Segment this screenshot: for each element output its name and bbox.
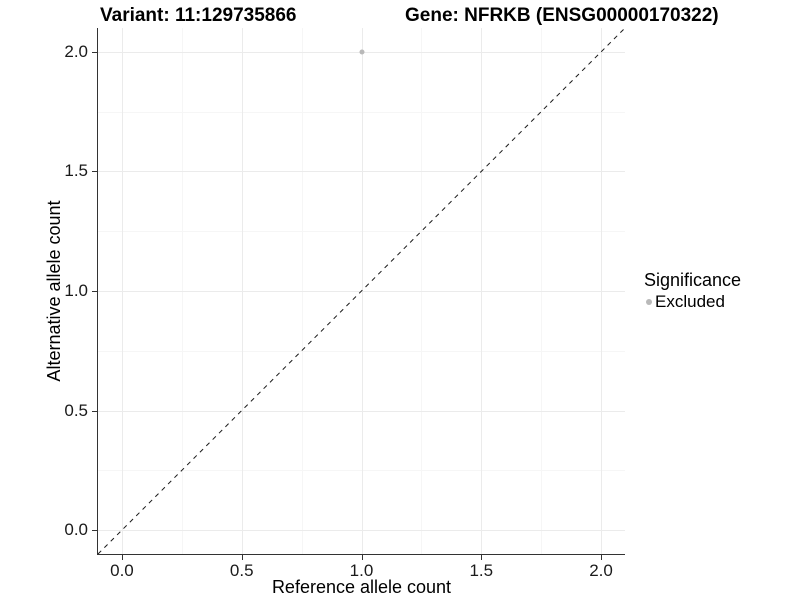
x-tick-mark — [241, 555, 243, 560]
y-tick-mark — [92, 291, 97, 292]
plot-title-gene: Gene: NFRKB (ENSG00000170322) — [405, 5, 719, 26]
y-tick-label: 1.0 — [64, 281, 88, 300]
y-tick-label: 0.5 — [64, 400, 88, 420]
x-tick-mark — [601, 555, 603, 560]
y-tick-mark — [92, 410, 97, 412]
identity-dashed-line — [98, 28, 625, 554]
x-axis-title: Reference allele count — [271, 577, 452, 597]
x-tick-label: 1.0 — [349, 561, 374, 580]
x-tick-label: 0.0 — [110, 561, 134, 580]
y-tick-label: 1.5 — [64, 161, 88, 181]
legend-entries: Excluded — [644, 292, 741, 311]
y-major-gridline — [98, 410, 625, 412]
legend-entry-label: Excluded — [655, 291, 725, 311]
y-major-gridline — [98, 530, 625, 532]
identity-line-layer — [98, 28, 625, 554]
y-tick-mark — [92, 171, 97, 173]
legend-entry: Excluded — [644, 292, 741, 311]
x-tick-mark — [121, 555, 123, 560]
y-major-gridline — [98, 171, 625, 173]
y-tick-mark — [92, 51, 97, 53]
x-tick-mark — [481, 555, 483, 560]
x-tick-mark — [361, 555, 363, 560]
legend-title: Significance — [644, 270, 742, 290]
legend-significance: Significance Excluded — [644, 269, 741, 311]
y-tick-label: 0.0 — [64, 520, 88, 540]
plot-panel — [97, 28, 625, 555]
legend-marker-circle-icon — [646, 298, 652, 305]
x-tick-label: 2.0 — [589, 561, 613, 580]
y-tick-label: 2.0 — [64, 41, 88, 61]
x-tick-label: 0.5 — [229, 561, 254, 580]
x-tick-label: 1.5 — [469, 561, 494, 580]
data-point-excluded — [359, 49, 364, 55]
y-tick-mark — [92, 530, 97, 532]
plot-title-variant: Variant: 11:129735866 — [100, 5, 297, 26]
